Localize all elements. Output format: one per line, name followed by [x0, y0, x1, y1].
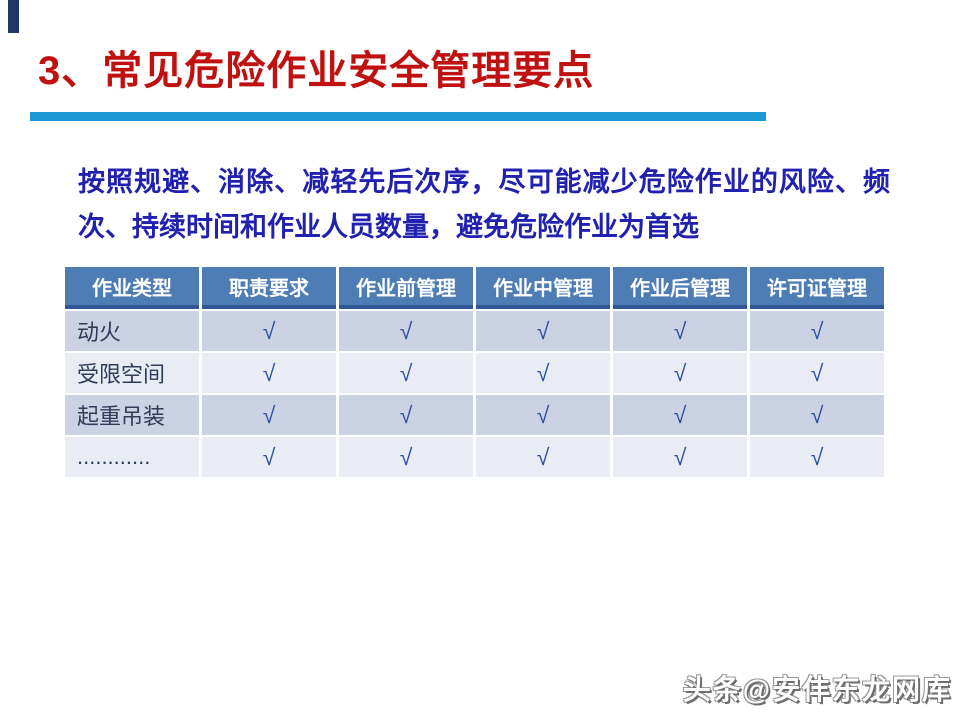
- table-row-others: ............ √ √ √ √ √: [65, 437, 884, 477]
- check-mark: √: [750, 395, 884, 435]
- intro-paragraph: 按照规避、消除、减轻先后次序，尽可能减少危险作业的风险、频次、持续时间和作业人员…: [78, 167, 890, 242]
- check-mark: √: [476, 311, 610, 351]
- row-label: 起重吊装: [65, 395, 199, 435]
- check-mark: √: [339, 437, 473, 477]
- hazard-work-management-table: 作业类型 职责要求 作业前管理 作业中管理 作业后管理 许可证管理 动火 √ √…: [62, 265, 887, 479]
- title-divider-line: [30, 112, 766, 121]
- check-mark: √: [750, 437, 884, 477]
- slide-accent-corner-bar: [8, 0, 19, 33]
- check-mark: √: [202, 437, 336, 477]
- check-mark: √: [750, 353, 884, 393]
- page-title: 3、常见危险作业安全管理要点: [38, 49, 595, 93]
- check-mark: √: [613, 437, 747, 477]
- row-label: ............: [65, 437, 199, 477]
- row-label: 受限空间: [65, 353, 199, 393]
- column-header-during-work: 作业中管理: [476, 267, 610, 309]
- column-header-permit: 许可证管理: [750, 267, 884, 309]
- check-mark: √: [613, 353, 747, 393]
- check-mark: √: [613, 311, 747, 351]
- check-mark: √: [202, 353, 336, 393]
- check-mark: √: [476, 395, 610, 435]
- row-label: 动火: [65, 311, 199, 351]
- check-mark: √: [339, 311, 473, 351]
- column-header-duty: 职责要求: [202, 267, 336, 309]
- column-header-pre-work: 作业前管理: [339, 267, 473, 309]
- check-mark: √: [476, 437, 610, 477]
- check-mark: √: [339, 395, 473, 435]
- table-row-lifting: 起重吊装 √ √ √ √ √: [65, 395, 884, 435]
- table-header-row: 作业类型 职责要求 作业前管理 作业中管理 作业后管理 许可证管理: [65, 267, 884, 309]
- column-header-post-work: 作业后管理: [613, 267, 747, 309]
- watermark-text: 头条@安仹东龙网库: [682, 674, 952, 705]
- check-mark: √: [202, 395, 336, 435]
- check-mark: √: [750, 311, 884, 351]
- check-mark: √: [339, 353, 473, 393]
- table-row-hot-work: 动火 √ √ √ √ √: [65, 311, 884, 351]
- check-mark: √: [613, 395, 747, 435]
- table-row-confined-space: 受限空间 √ √ √ √ √: [65, 353, 884, 393]
- check-mark: √: [202, 311, 336, 351]
- column-header-work-type: 作业类型: [65, 267, 199, 309]
- check-mark: √: [476, 353, 610, 393]
